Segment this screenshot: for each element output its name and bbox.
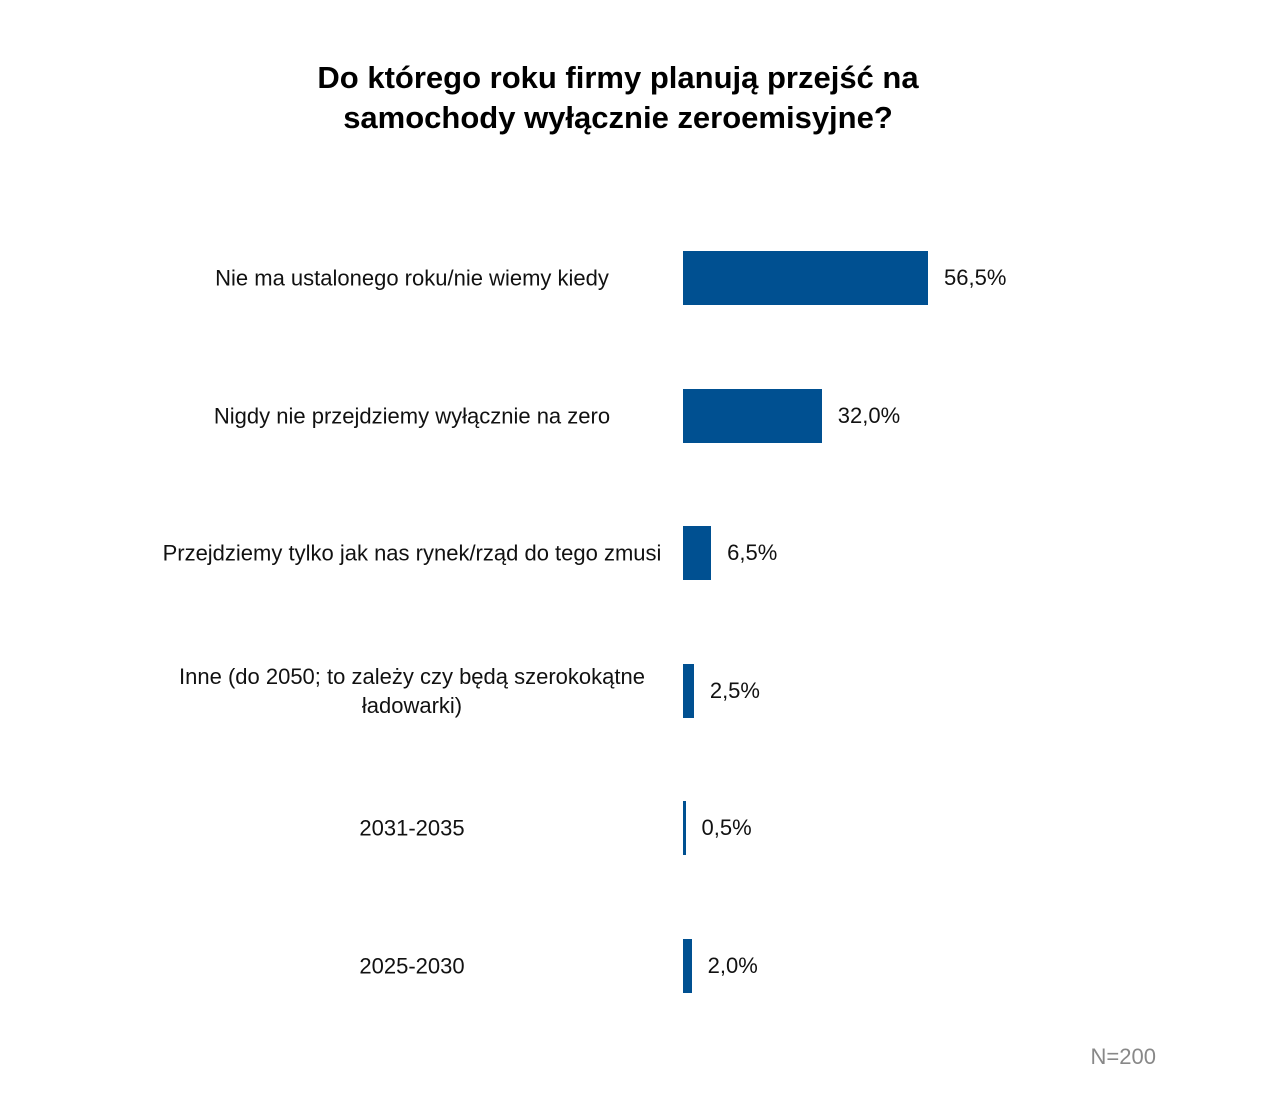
category-label: Nigdy nie przejdziemy wyłącznie na zero	[213, 403, 611, 429]
bar	[683, 526, 712, 581]
value-label: 32,0%	[837, 402, 901, 428]
bar	[683, 251, 928, 305]
category-label: Nie ma ustalonego roku/nie wiemy kiedy	[215, 265, 609, 291]
category-label: 2025-2030	[359, 953, 465, 979]
value-label: 2,0%	[707, 953, 758, 978]
bar	[683, 801, 686, 856]
sample-note: N=200	[1090, 1044, 1156, 1069]
category-label: 2031-2035	[359, 815, 465, 841]
value-label: 2,5%	[709, 677, 760, 703]
chart-title: Do którego roku firmy planują przejść na…	[317, 60, 919, 135]
bar	[683, 939, 692, 993]
category-label: Inne (do 2050; to zależy czy będą szerok…	[179, 663, 645, 718]
category-label: Przejdziemy tylko jak nas rynek/rząd do …	[162, 540, 662, 566]
value-label: 56,5%	[944, 265, 1007, 290]
value-label: 6,5%	[727, 540, 778, 566]
value-label: 0,5%	[701, 815, 752, 841]
bar	[683, 388, 822, 443]
bar	[683, 663, 694, 718]
